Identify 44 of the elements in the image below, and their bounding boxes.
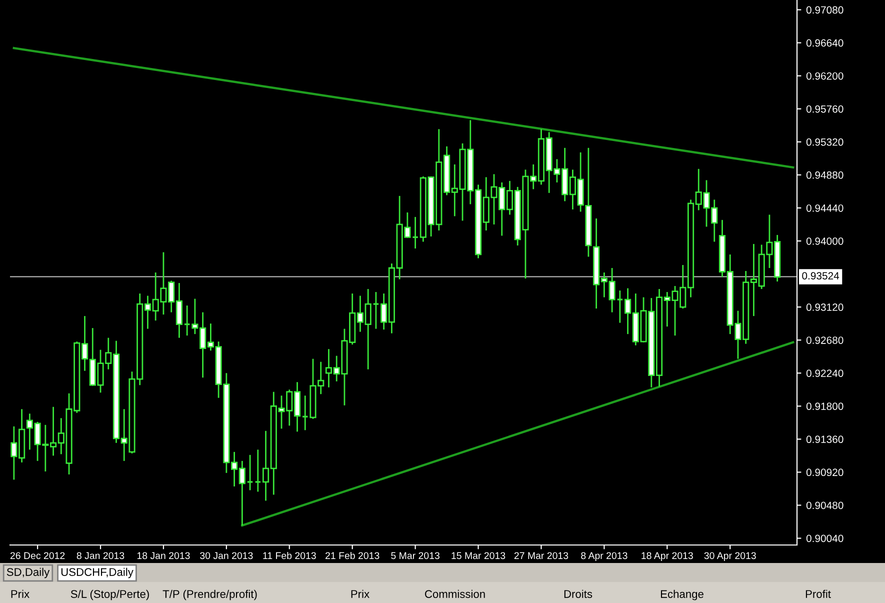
y-tick-label: 0.97080 (806, 6, 844, 14)
y-tick-label: 0.96640 (806, 39, 844, 47)
text: T/P (Prendre/profit) (162, 590, 257, 600)
candlestick (254, 448, 262, 492)
y-tick-label: 0.92680 (806, 336, 844, 344)
x-tick-label: 8 Apr 2013 (581, 552, 628, 562)
x-tick-label: 18 Apr 2013 (642, 552, 693, 562)
y-tick-label: 0.90040 (806, 534, 844, 542)
candlestick (246, 454, 254, 491)
x-tick-label: 30 Apr 2013 (704, 552, 756, 562)
text: USDCHF,Daily (61, 568, 134, 578)
x-tick-label: 27 Mar 2013 (514, 552, 568, 560)
y-tick-label: 0.94440 (806, 204, 844, 212)
text: Echange (660, 590, 704, 600)
y-tick-label: 0.90480 (806, 502, 844, 510)
candlestick (616, 290, 624, 324)
x-tick-label: 18 Jan 2013 (137, 552, 190, 560)
ref-line-label: 0.93524 (802, 272, 840, 280)
text: Profit (806, 590, 831, 598)
y-tick-label: 0.91800 (806, 402, 844, 410)
y-tick-label: 0.90920 (806, 468, 844, 476)
text: S/L (Stop/Perte) (70, 590, 149, 600)
y-tick-label: 0.96200 (806, 72, 844, 80)
y-tick-label: 0.94000 (806, 237, 844, 245)
text: Prix (11, 590, 30, 598)
x-tick-label: 26 Dec 2012 (10, 552, 65, 560)
x-tick-label: 21 Feb 2013 (326, 552, 380, 560)
text: Prix (351, 590, 370, 598)
y-tick-label: 0.95760 (806, 105, 844, 113)
y-tick-label: 0.94880 (806, 171, 844, 179)
y-tick-label: 0.95320 (806, 138, 844, 146)
candlestick (412, 216, 419, 250)
x-tick-label: 8 Jan 2013 (76, 552, 124, 560)
y-tick-label: 0.92240 (806, 370, 844, 377)
y-tick-label: 0.91360 (806, 436, 844, 444)
text: SD,Daily (6, 568, 50, 578)
x-tick-label: 5 Mar 2013 (391, 552, 440, 560)
x-tick-label: 30 Jan 2013 (200, 552, 253, 560)
candlestick (372, 291, 380, 330)
text: Commission (425, 590, 485, 598)
y-tick-label: 0.93120 (806, 304, 844, 311)
text: Droits (564, 590, 592, 598)
x-tick-label: 11 Feb 2013 (263, 552, 316, 560)
x-tick-label: 15 Mar 2013 (452, 552, 506, 560)
